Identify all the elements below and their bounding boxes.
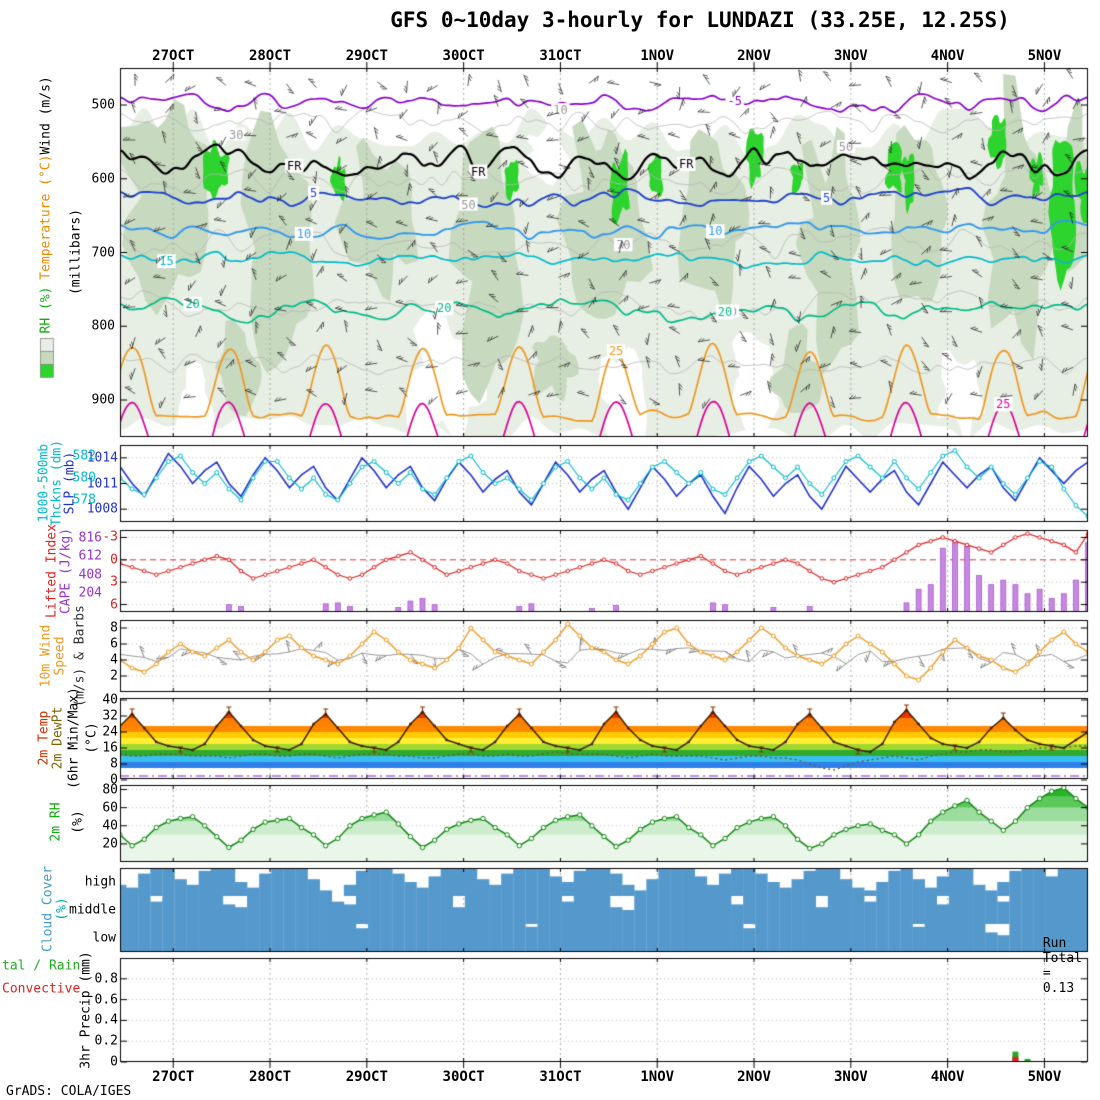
run-total-label: Run Total = 0.13	[1042, 936, 1082, 996]
chart-title: GFS 0~10day 3-hourly for LUNDAZI (33.25E…	[390, 8, 1010, 32]
grads-credit: GrADS: COLA/IGES	[6, 1084, 132, 1099]
